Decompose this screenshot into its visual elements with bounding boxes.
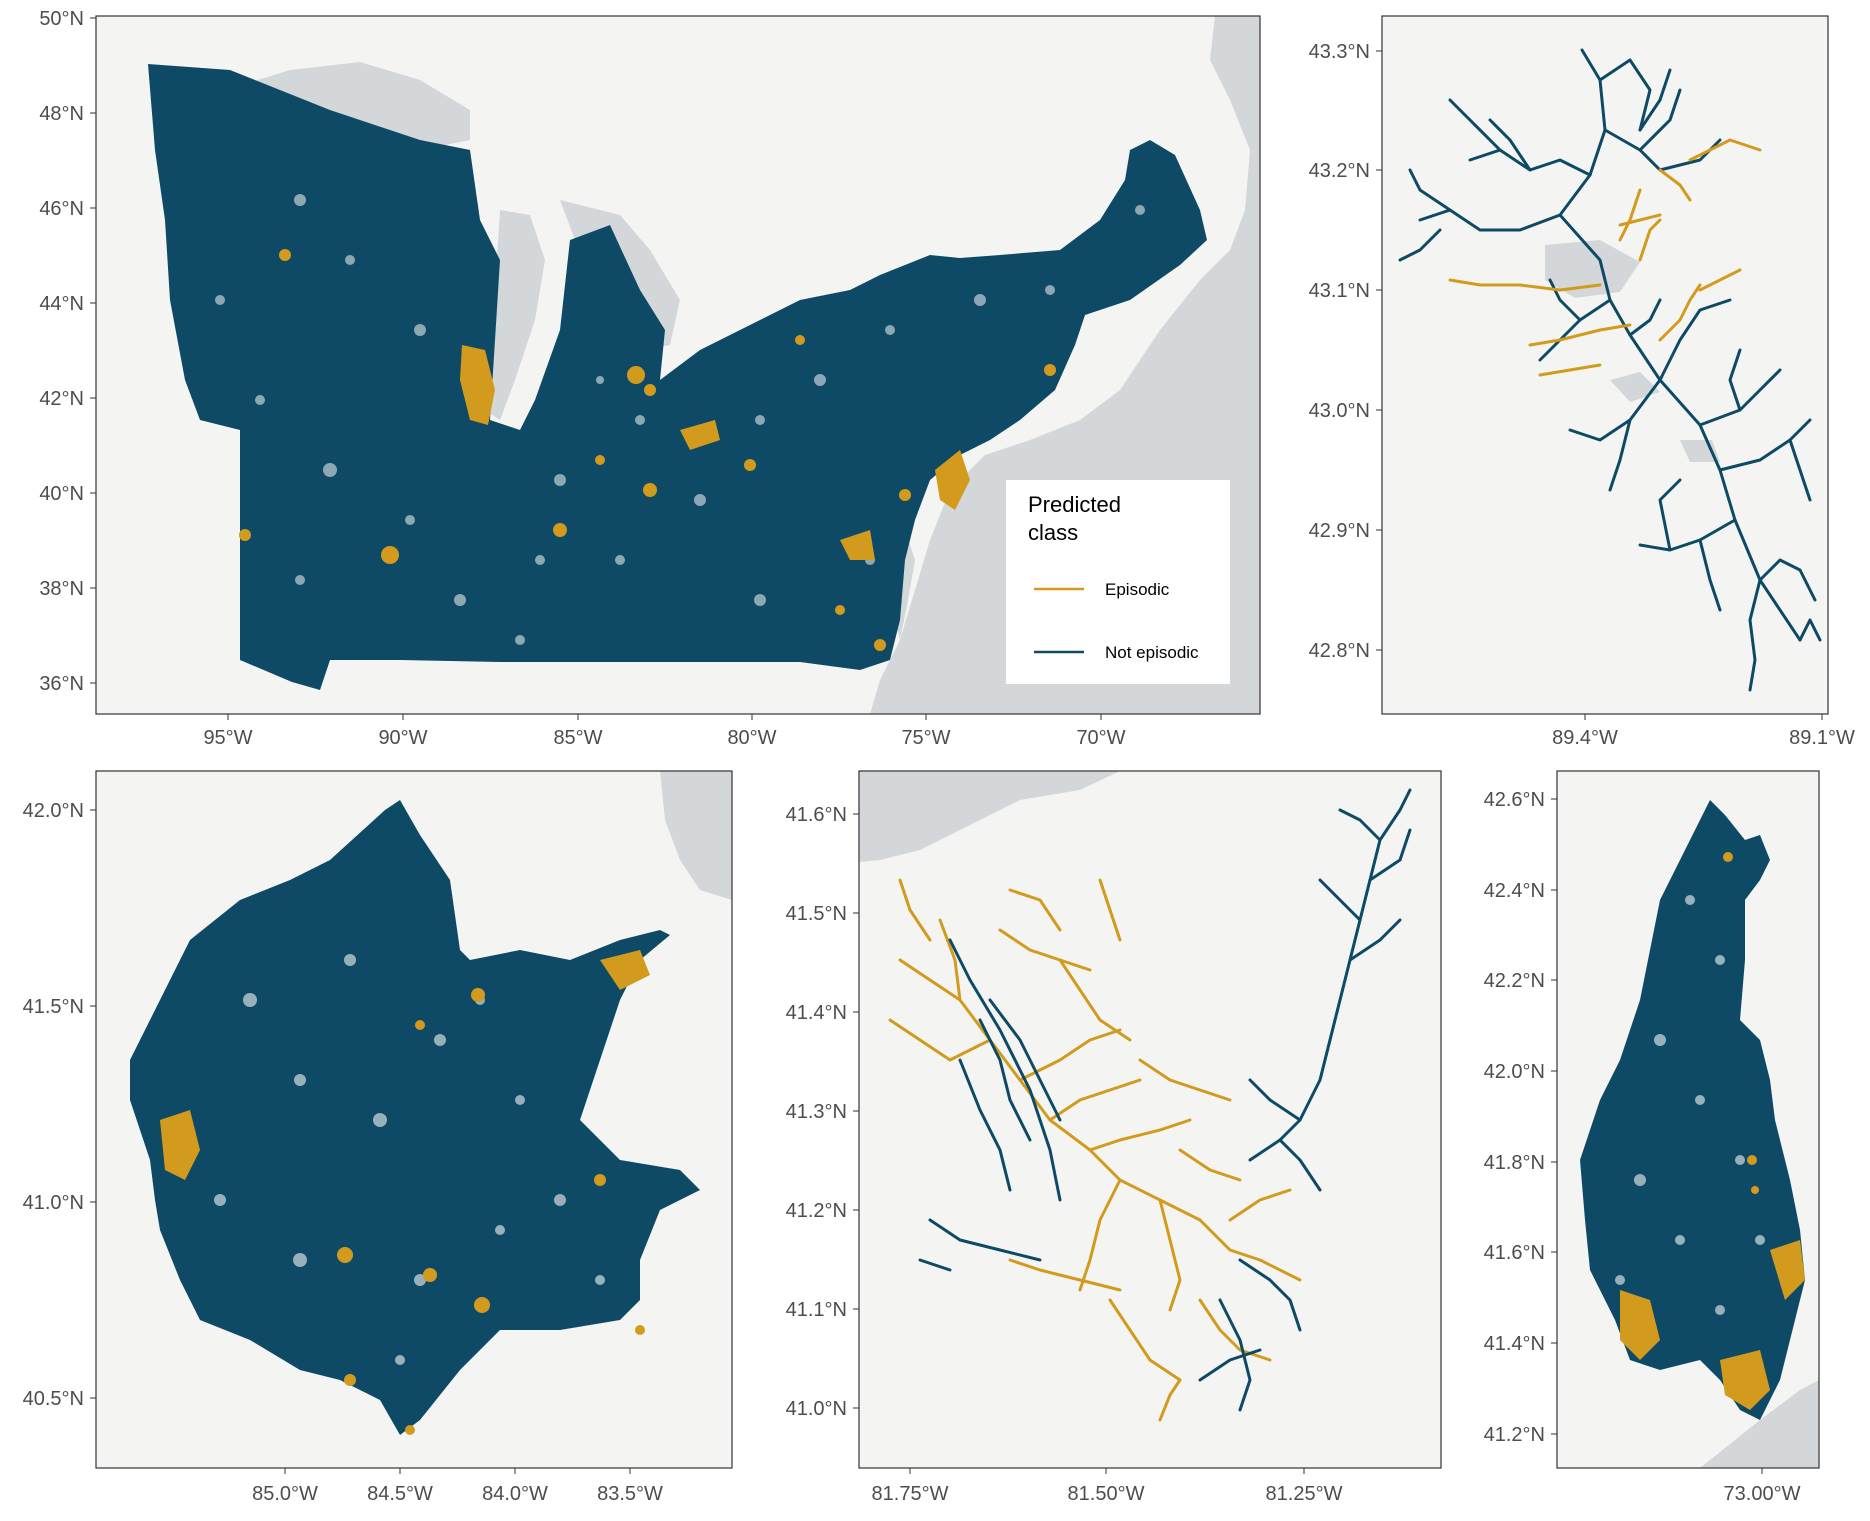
river-network-texture: [215, 194, 1145, 645]
tick-41.6N: 41.6°N: [786, 804, 847, 826]
episodic-hotspots: [239, 249, 1056, 651]
panel-housatonic-frame: [1556, 770, 1820, 1469]
panel-northeast-y-axis: 50°N 48°N 46°N 44°N 42°N 40°N 38°N 36°N: [39, 8, 96, 695]
lake-michigan: [485, 210, 545, 420]
tick-41.0N: 41.0°N: [786, 1398, 847, 1420]
tick-41.3N: 41.3°N: [786, 1101, 847, 1123]
river-network-not-episodic: [148, 64, 1207, 690]
tick-42.8N: 42.8°N: [1309, 640, 1370, 662]
tick-75W: 75°W: [901, 727, 950, 749]
housatonic-texture: [1615, 895, 1765, 1315]
panel-madison-rivers: [1398, 48, 1822, 692]
tick-41.5N: 41.5°N: [786, 903, 847, 925]
panel-madison-frame: [1381, 15, 1829, 715]
tick-41.4N: 41.4°N: [786, 1002, 847, 1024]
tick-36N: 36°N: [39, 673, 84, 695]
panel-housatonic-basemap: [1580, 800, 1819, 1468]
tick-43.3N: 43.3°N: [1309, 41, 1370, 63]
panel-housatonic: 42.6°N 42.4°N 42.2°N 42.0°N 41.8°N 41.6°…: [1484, 770, 1820, 1505]
panel-madison-y-axis: 43.3°N 43.2°N 43.1°N 43.0°N 42.9°N 42.8°…: [1309, 41, 1382, 662]
tick-41.4N-hous: 41.4°N: [1484, 1333, 1545, 1355]
tick-43.0N: 43.0°N: [1309, 400, 1370, 422]
legend-box: [1006, 480, 1230, 684]
panel-northeast: Predicted class Episodic Not episodic 50…: [39, 8, 1261, 749]
tick-43.1N: 43.1°N: [1309, 280, 1370, 302]
tick-41.5N: 41.5°N: [23, 996, 84, 1018]
tick-89.4W: 89.4°W: [1552, 727, 1618, 749]
housatonic-river-network: [1580, 800, 1805, 1420]
panel-maumee-basemap: [130, 771, 732, 1435]
tick-89.1W: 89.1°W: [1789, 727, 1855, 749]
tick-50N: 50°N: [39, 8, 84, 30]
tick-84.5W: 84.5°W: [367, 1483, 433, 1505]
panel-cuyahoga-frame: [858, 770, 1442, 1469]
tick-46N: 46°N: [39, 198, 84, 220]
tick-90W: 90°W: [378, 727, 427, 749]
panel-cuyahoga: 41.6°N 41.5°N 41.4°N 41.3°N 41.2°N 41.1°…: [786, 770, 1442, 1505]
tick-73.00W: 73.00°W: [1724, 1483, 1801, 1505]
panel-housatonic-y-axis: 42.6°N 42.4°N 42.2°N 42.0°N 41.8°N 41.6°…: [1484, 789, 1557, 1446]
tick-38N: 38°N: [39, 578, 84, 600]
panel-maumee-x-axis: 85.0°W 84.5°W 84.0°W 83.5°W: [252, 1468, 663, 1505]
tick-41.2N: 41.2°N: [786, 1200, 847, 1222]
panel-northeast-frame: [95, 15, 1261, 715]
tick-41.2N-hous: 41.2°N: [1484, 1424, 1545, 1446]
tick-95W: 95°W: [203, 727, 252, 749]
tick-85W: 85°W: [553, 727, 602, 749]
panel-maumee-frame: [95, 770, 733, 1469]
tick-81.75W: 81.75°W: [872, 1483, 949, 1505]
tick-83.5W: 83.5°W: [597, 1483, 663, 1505]
lake-mendota: [1545, 240, 1640, 298]
panel-madison: 43.3°N 43.2°N 43.1°N 43.0°N 42.9°N 42.8°…: [1309, 15, 1855, 749]
legend-title-line1: Predicted: [1028, 492, 1121, 517]
panel-cuyahoga-land: [859, 771, 1441, 1468]
panel-maumee: 42.0°N 41.5°N 41.0°N 40.5°N 85.0°W 84.5°…: [23, 770, 733, 1505]
tick-42.2N: 42.2°N: [1484, 970, 1545, 992]
tick-70W: 70°W: [1076, 727, 1125, 749]
panel-northeast-x-axis: 95°W 90°W 85°W 80°W 75°W 70°W: [203, 714, 1126, 749]
lake-erie-cleveland: [859, 771, 1120, 862]
tick-40N: 40°N: [39, 483, 84, 505]
tick-48N: 48°N: [39, 103, 84, 125]
tick-43.2N: 43.2°N: [1309, 160, 1370, 182]
panel-madison-x-axis: 89.4°W 89.1°W: [1552, 714, 1855, 749]
tick-42.6N: 42.6°N: [1484, 789, 1545, 811]
legend-title-line2: class: [1028, 520, 1078, 545]
legend-label-episodic: Episodic: [1105, 580, 1170, 599]
tick-41.8N: 41.8°N: [1484, 1152, 1545, 1174]
panel-maumee-y-axis: 42.0°N 41.5°N 41.0°N 40.5°N: [23, 800, 96, 1410]
panel-housatonic-x-axis: 73.00°W: [1724, 1468, 1801, 1505]
tick-85.0W: 85.0°W: [252, 1483, 318, 1505]
tick-84.0W: 84.0°W: [482, 1483, 548, 1505]
tick-80W: 80°W: [727, 727, 776, 749]
tick-42.9N: 42.9°N: [1309, 520, 1370, 542]
tick-81.25W: 81.25°W: [1266, 1483, 1343, 1505]
tick-44N: 44°N: [39, 293, 84, 315]
lake-erie-west: [660, 771, 732, 900]
tick-40.5N: 40.5°N: [23, 1388, 84, 1410]
tick-41.1N: 41.1°N: [786, 1299, 847, 1321]
legend-label-not-episodic: Not episodic: [1105, 643, 1199, 662]
housatonic-episodic: [1620, 852, 1805, 1410]
legend: Predicted class Episodic Not episodic: [1006, 480, 1230, 684]
tick-42.0N: 42.0°N: [23, 800, 84, 822]
maumee-river-network: [130, 800, 700, 1435]
tick-81.50W: 81.50°W: [1068, 1483, 1145, 1505]
panel-cuyahoga-rivers: [859, 771, 1412, 1422]
long-island-sound: [1700, 1380, 1819, 1468]
tick-42N: 42°N: [39, 388, 84, 410]
panel-cuyahoga-x-axis: 81.75°W 81.50°W 81.25°W: [872, 1468, 1343, 1505]
maumee-episodic: [160, 950, 650, 1435]
panel-cuyahoga-y-axis: 41.6°N 41.5°N 41.4°N 41.3°N 41.2°N 41.1°…: [786, 804, 859, 1420]
tick-42.4N: 42.4°N: [1484, 880, 1545, 902]
tick-41.0N: 41.0°N: [23, 1192, 84, 1214]
tick-42.0N-hous: 42.0°N: [1484, 1061, 1545, 1083]
tick-41.6N-hous: 41.6°N: [1484, 1242, 1545, 1264]
